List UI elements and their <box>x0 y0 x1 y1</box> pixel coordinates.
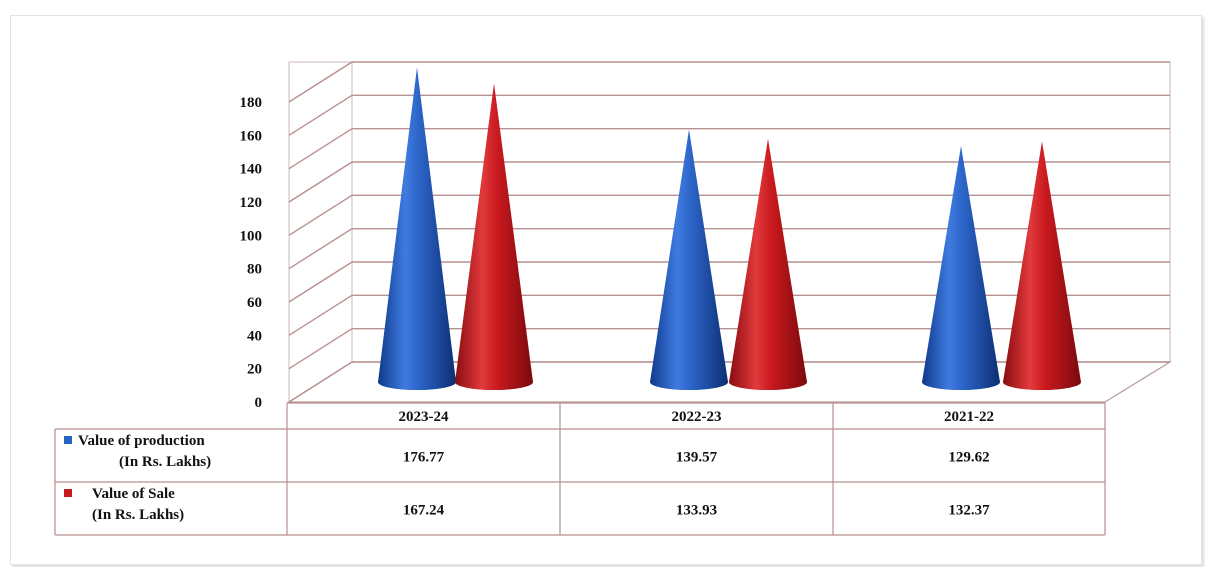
gridline-side <box>288 228 353 270</box>
legend-label: Value of production <box>78 433 205 449</box>
gridline-side <box>288 61 353 103</box>
cone-sale-2021-22 <box>1003 141 1081 390</box>
cone-body <box>1003 141 1081 390</box>
y-tick-label: 40 <box>247 328 262 344</box>
y-tick-label: 100 <box>240 228 263 244</box>
cone-body <box>922 145 1000 390</box>
gridline-side <box>288 94 353 136</box>
cone-body <box>455 83 533 391</box>
legend-swatch <box>64 436 72 444</box>
x-tick-label: 2023-24 <box>399 409 449 425</box>
y-tick-label: 20 <box>247 362 262 378</box>
legend-swatch <box>64 489 72 497</box>
gridline-side <box>288 194 353 236</box>
cone-production-2021-22 <box>922 145 1000 390</box>
data-value-label: 167.24 <box>403 503 445 519</box>
y-tick-label: 180 <box>240 95 263 111</box>
data-value-label: 132.37 <box>948 503 990 519</box>
cone-sale-2022-23 <box>729 138 807 390</box>
y-tick-label: 120 <box>240 195 263 211</box>
y-tick-label: 160 <box>240 128 263 144</box>
y-tick-label: 0 <box>255 395 263 411</box>
cone-sale-2023-24 <box>455 83 533 391</box>
y-tick-label: 60 <box>247 295 262 311</box>
gridline-side <box>288 128 353 170</box>
gridline-side <box>288 361 353 403</box>
legend-unit: (In Rs. Lakhs) <box>92 507 184 523</box>
data-value-label: 133.93 <box>676 503 717 519</box>
x-tick-label: 2021-22 <box>944 409 994 425</box>
gridline-side <box>288 161 353 203</box>
side-wall <box>288 61 353 403</box>
legend-unit: (In Rs. Lakhs) <box>119 454 211 470</box>
y-tick-label: 140 <box>240 162 263 178</box>
cone-body <box>729 138 807 390</box>
gridline-side <box>288 261 353 303</box>
data-value-label: 176.77 <box>403 450 445 466</box>
cone-body <box>378 67 456 390</box>
data-value-label: 129.62 <box>948 450 989 466</box>
legend-label: Value of Sale <box>92 486 175 502</box>
cone-production-2022-23 <box>650 129 728 390</box>
gridline-side <box>288 328 353 370</box>
y-tick-label: 80 <box>247 262 262 278</box>
gridline-side <box>288 294 353 336</box>
cone-production-2023-24 <box>378 67 456 390</box>
cone-body <box>650 129 728 390</box>
data-value-label: 139.57 <box>676 450 718 466</box>
x-tick-label: 2022-23 <box>672 409 722 425</box>
